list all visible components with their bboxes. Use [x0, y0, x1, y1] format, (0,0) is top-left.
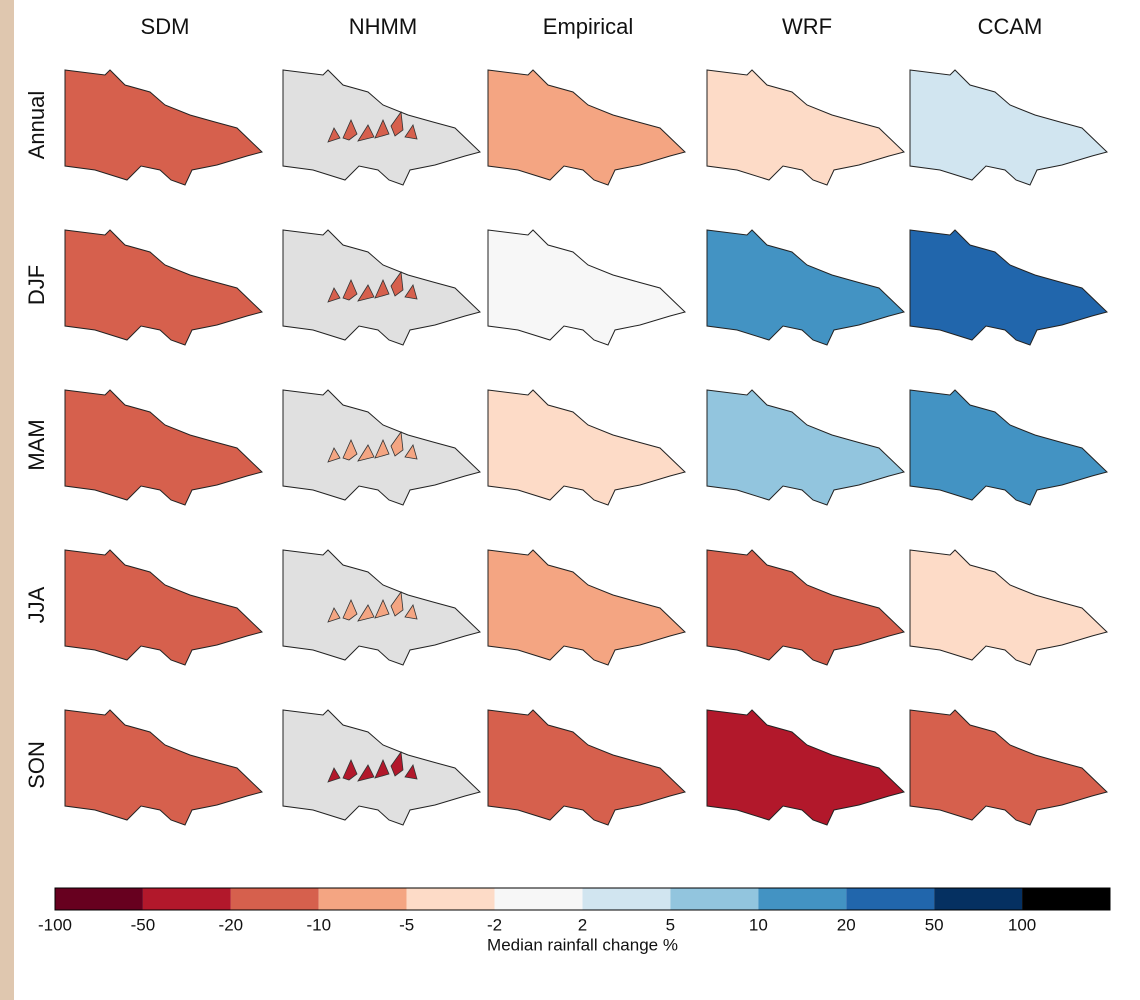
colorbar-title: Median rainfall change % [487, 935, 678, 954]
colorbar-bin [846, 888, 934, 910]
row-label: SON [24, 741, 49, 789]
colorbar-label: 5 [666, 915, 675, 934]
column-header: SDM [141, 14, 190, 39]
colorbar-label: -100 [38, 915, 72, 934]
colorbar-label: -20 [219, 915, 244, 934]
colorbar-label: -2 [487, 915, 502, 934]
colorbar-label: -50 [131, 915, 156, 934]
colorbar-label: 10 [749, 915, 768, 934]
row-label: JJA [24, 586, 49, 623]
colorbar-bin [55, 888, 143, 910]
colorbar-label: 2 [578, 915, 587, 934]
colorbar-bin [758, 888, 846, 910]
colorbar-bin [319, 888, 407, 910]
left-border [0, 0, 14, 1000]
row-label: DJF [24, 265, 49, 305]
colorbar-label: 100 [1008, 915, 1036, 934]
colorbar-bin [495, 888, 583, 910]
colorbar-label: 50 [925, 915, 944, 934]
colorbar-label: -10 [306, 915, 331, 934]
colorbar-bin [934, 888, 1022, 910]
column-header: WRF [782, 14, 832, 39]
colorbar-bin [583, 888, 671, 910]
colorbar-bin [1022, 888, 1110, 910]
colorbar-bin [231, 888, 319, 910]
colorbar-bin [407, 888, 495, 910]
row-label: MAM [24, 419, 49, 470]
colorbar-label: 20 [837, 915, 856, 934]
column-header: NHMM [349, 14, 417, 39]
colorbar-bin [670, 888, 758, 910]
column-header: Empirical [543, 14, 633, 39]
column-header: CCAM [978, 14, 1043, 39]
colorbar-label: -5 [399, 915, 414, 934]
colorbar-bin [143, 888, 231, 910]
row-label: Annual [24, 91, 49, 160]
